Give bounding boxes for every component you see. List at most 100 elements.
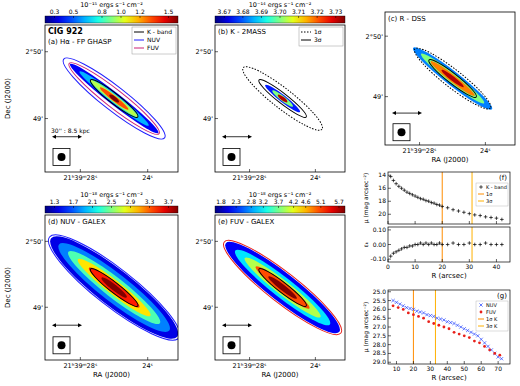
x-tick-label: 21ʰ39ᵐ28ˢ [63,174,97,182]
x-tick-label: 24ˢ [310,362,321,370]
y-tick-label: 26.0 [373,305,387,312]
colorbar-tick-label: 1.7 [69,198,79,205]
x-label: RA (J2000) [432,156,469,164]
y-tick-label: 29.0 [373,358,387,365]
beam [58,153,66,161]
x-label: RA (J2000) [262,371,299,379]
x-tick [396,361,397,364]
contour [256,76,309,121]
y-tick [388,291,391,292]
scale-arrow [54,325,80,326]
x-tick-label: 21ʰ39ᵐ28ˢ [233,362,267,370]
x-tick [464,361,465,364]
x-tick-label: 30 [427,365,435,372]
y-tick-label: 49' [33,115,43,123]
data-point [473,243,477,247]
colorbar-tick [149,206,150,208]
beam-box [223,337,240,354]
x-label: RA (J2000) [93,371,130,379]
data-point [478,341,481,344]
colorbar-tick [92,206,93,208]
x-tick-label: 40 [443,365,451,372]
plot-area [389,172,504,224]
data-point [443,326,446,329]
panel-title: (d) NUV - GALEX [48,218,106,226]
image [408,41,498,117]
legend-label: 3σ K [486,323,498,329]
colorbar-tick-label: 3.3 [145,198,155,205]
data-point [436,317,439,320]
contour [45,222,178,353]
data-point [468,212,472,216]
legend-line [478,194,484,195]
y-tick [45,118,48,119]
data-point [394,182,398,186]
colorbar-tick [221,206,222,208]
y-tick-label: 27.5 [373,332,387,339]
data-point [484,241,488,245]
annotation: CIG 922 [48,27,83,36]
emission [418,50,487,107]
data-point [397,185,401,189]
emission [240,252,324,322]
x-tick [80,169,81,172]
colorbar-tick [263,206,264,208]
y-tick-label: 49' [33,304,43,312]
y-tick [388,244,391,245]
y-tick-label: 25.0 [373,288,387,295]
data-point [457,209,461,213]
emission [62,244,166,331]
emission [409,42,496,115]
beam-box [223,148,240,165]
panel-title: (f) [499,174,507,182]
colorbar-tick [280,16,281,18]
colorbar-tick [140,16,141,18]
legend-label: 3σ [314,36,322,43]
data-point [500,218,504,222]
plot-area [391,290,503,364]
data-point [468,336,471,339]
colorbar-tick-label: 5.1 [316,198,326,205]
y-tick [388,214,391,215]
data-point [462,211,466,215]
contour [215,230,345,345]
colorbar-tick [335,16,336,18]
data-point [442,318,445,321]
y-tick-label: 2°50' [366,33,384,41]
y-tick [215,307,218,308]
data-point [391,299,394,302]
colorbar-label: 10⁻¹⁸ ergs s⁻¹ cm⁻² [249,191,312,199]
data-point [462,243,466,247]
colorbar-tick [320,206,321,208]
frame [215,25,345,172]
colorbar-tick [293,206,294,208]
scale-arrow [224,136,250,137]
x-tick-label: 20 [410,365,418,372]
colorbar [45,16,178,23]
data-point [429,314,432,317]
data-point [417,315,420,318]
plot-area [389,227,504,262]
colorbar-tick-label: 2.9 [126,198,136,205]
plot-background [388,290,510,364]
contour [409,42,496,115]
y-tick-label: 0.00 [373,241,387,248]
panel-title: (b) K - 2MASS [218,28,266,36]
colorbar-tick-label: 3.7 [274,198,284,205]
arrow-head [222,135,252,139]
data-point [407,312,410,315]
y-tick [388,259,391,260]
data-point [458,333,461,336]
data-point [489,243,493,247]
data-point [432,322,435,325]
y-label: Dec (J2000) [4,78,12,119]
x-tick-label: 50 [460,365,468,372]
x-tick [419,142,420,145]
data-point [398,302,401,305]
galaxy [215,230,345,345]
scale-arrow [54,136,80,137]
x-tick-label: 40 [493,263,501,270]
data-point [446,206,450,210]
legend-line [301,32,311,33]
colorbar-tick-label: 2.1 [88,198,98,205]
